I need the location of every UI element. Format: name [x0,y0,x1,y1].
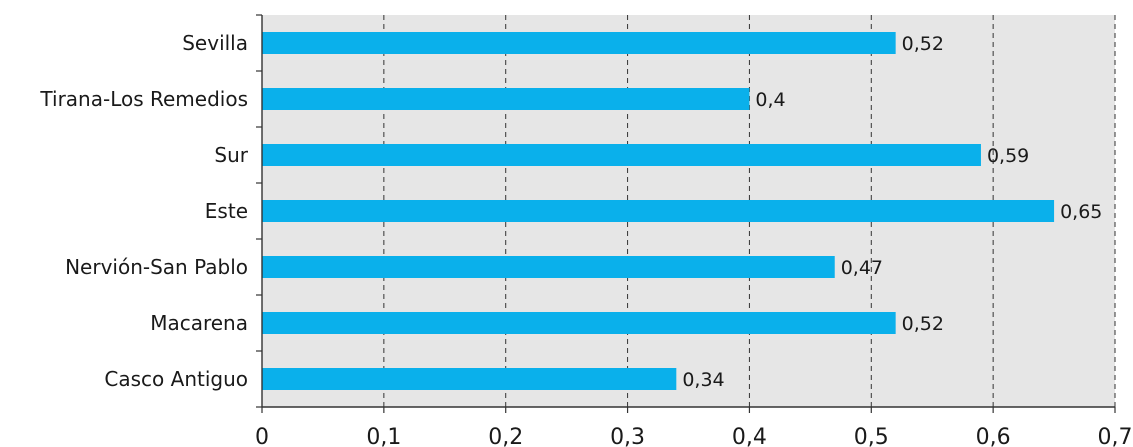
bar [262,368,677,390]
x-tick-label: 0,5 [854,425,889,447]
data-label: 0,52 [902,33,944,55]
category-label: Nervión-San Pablo [65,255,248,279]
x-tick-label: 0,4 [732,425,767,447]
bars [262,32,1055,390]
data-label: 0,65 [1060,201,1102,223]
x-tick-label: 0,7 [1098,425,1133,447]
category-label: Sevilla [182,31,248,55]
axes [256,14,1116,413]
data-label: 0,59 [987,145,1029,167]
category-label: Este [205,199,248,223]
data-label: 0,34 [682,369,724,391]
category-label: Macarena [150,311,248,335]
x-tick-label: 0,2 [488,425,523,447]
data-label: 0,4 [755,89,785,111]
category-label: Tirana-Los Remedios [39,87,248,111]
x-tick-labels: 0 0,1 0,2 0,3 0,4 0,5 0,6 0,7 [255,425,1133,447]
x-tick-label: 0 [255,425,269,447]
gridlines [383,15,1116,407]
category-label: Sur [214,143,248,167]
bar [262,88,750,110]
category-labels: Sevilla Tirana-Los Remedios Sur Este Nervión… [39,31,248,391]
bar [262,200,1055,222]
x-tick-label: 0,3 [610,425,645,447]
bar [262,144,981,166]
bar [262,312,896,334]
data-label: 0,47 [841,257,883,279]
category-label: Casco Antiguo [104,367,248,391]
bar [262,32,896,54]
bar [262,256,835,278]
x-tick-label: 0,1 [366,425,401,447]
data-label: 0,52 [902,313,944,335]
data-labels: 0,52 0,4 0,59 0,65 0,47 0,52 0,34 [682,33,1102,391]
x-tick-label: 0,6 [976,425,1011,447]
